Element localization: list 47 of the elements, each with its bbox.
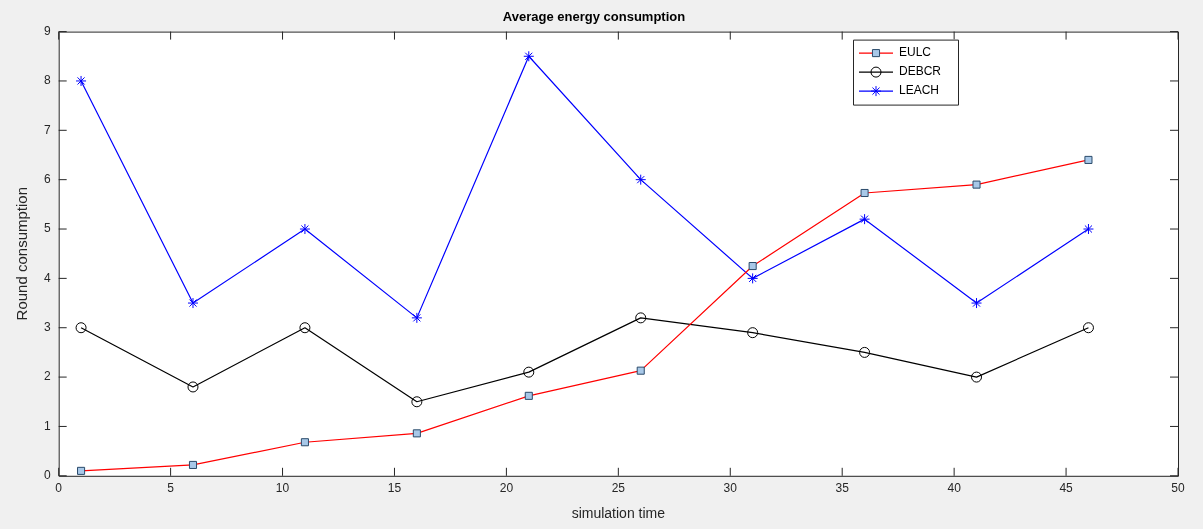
point <box>971 371 983 383</box>
x-tick-label: 15 <box>387 481 402 496</box>
point <box>299 223 311 235</box>
point <box>411 312 423 324</box>
point <box>859 346 871 358</box>
legend-label: EULC <box>899 45 932 60</box>
point <box>1082 322 1094 334</box>
x-tick-label: 10 <box>275 481 290 496</box>
x-axis-title: simulation time <box>571 505 666 522</box>
point <box>411 396 423 408</box>
y-tick-label: 7 <box>43 122 51 137</box>
y-tick-label: 5 <box>43 221 51 236</box>
point <box>635 174 647 186</box>
legend-label: LEACH <box>899 83 940 98</box>
point <box>635 312 647 324</box>
y-tick-label: 9 <box>43 23 51 38</box>
x-tick-label: 5 <box>167 481 175 496</box>
y-tick-label: 0 <box>43 468 51 483</box>
x-tick-label: 45 <box>1059 481 1074 496</box>
x-tick-label: 50 <box>1171 481 1185 496</box>
point <box>299 322 311 334</box>
x-tick-label: 30 <box>723 481 738 496</box>
point <box>971 297 983 309</box>
point <box>747 272 759 284</box>
point <box>523 50 535 62</box>
point <box>1082 223 1094 235</box>
x-tick-label: 35 <box>835 481 850 496</box>
point <box>187 297 199 309</box>
y-tick-label: 2 <box>43 369 51 384</box>
y-tick-label: 4 <box>43 270 51 285</box>
x-tick-label: 20 <box>499 481 514 496</box>
x-tick-label: 40 <box>947 481 962 496</box>
legend-label: DEBCR <box>899 64 942 79</box>
point <box>75 322 87 334</box>
point <box>523 366 535 378</box>
y-axis-title: Round consumption <box>13 186 31 321</box>
y-tick-label: 6 <box>43 171 51 186</box>
point <box>747 327 759 339</box>
point <box>859 213 871 225</box>
y-tick-label: 8 <box>43 73 51 88</box>
point <box>75 75 87 87</box>
chart-title: Average energy consumption <box>502 9 686 25</box>
y-tick-label: 3 <box>43 320 51 335</box>
x-tick-label: 25 <box>611 481 626 496</box>
y-tick-label: 1 <box>43 418 51 433</box>
x-tick-label: 0 <box>55 481 63 496</box>
point <box>187 381 199 393</box>
